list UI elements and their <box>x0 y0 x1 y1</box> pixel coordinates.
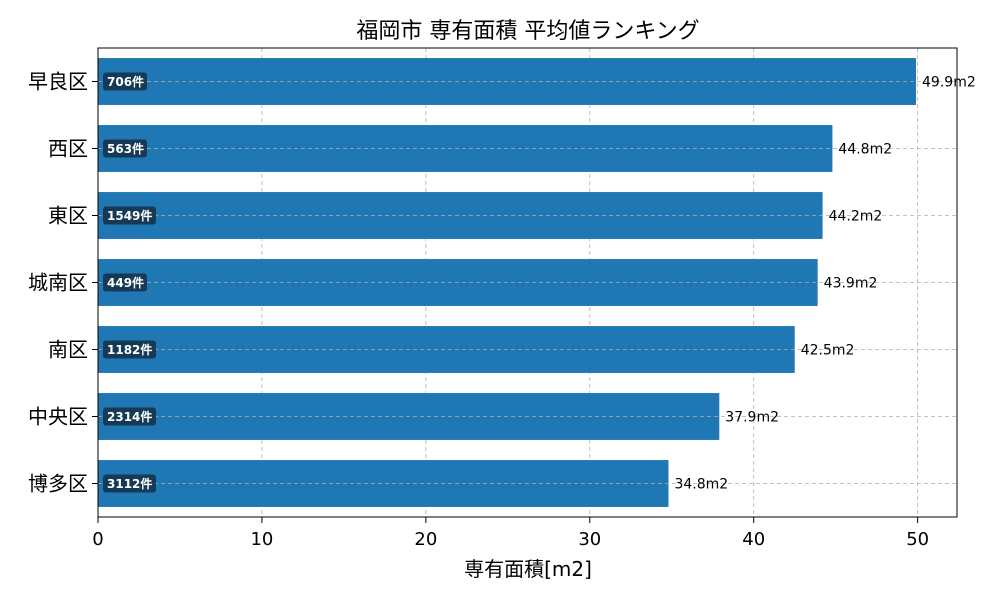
count-badge <box>103 474 156 493</box>
count-label: 1182件 <box>107 342 152 357</box>
count-label: 2314件 <box>107 409 152 424</box>
x-tick-label: 10 <box>250 529 273 550</box>
category-label: 城南区 <box>28 271 88 295</box>
category-label: 博多区 <box>28 472 88 496</box>
count-badge <box>103 206 156 225</box>
category-label: 南区 <box>48 338 88 362</box>
count-badge <box>103 407 156 426</box>
x-tick-label: 40 <box>742 529 765 550</box>
count-label: 1549件 <box>107 208 152 223</box>
plot-frame <box>97 47 958 518</box>
x-tick-label: 0 <box>92 529 103 550</box>
bar <box>98 460 669 507</box>
count-badge <box>103 340 156 359</box>
x-tick-label: 50 <box>906 529 929 550</box>
count-label: 706件 <box>107 74 144 89</box>
chart-title: 福岡市 専有面積 平均値ランキング <box>356 19 699 44</box>
count-label: 3112件 <box>107 476 152 491</box>
value-label: 49.9m2 <box>922 75 976 91</box>
category-label: 中央区 <box>28 405 88 429</box>
value-label: 43.9m2 <box>824 276 878 292</box>
value-label: 42.5m2 <box>801 343 855 359</box>
category-label: 西区 <box>48 137 88 161</box>
count-badge <box>103 139 147 158</box>
value-label: 37.9m2 <box>725 410 779 426</box>
x-tick-label: 30 <box>578 529 601 550</box>
count-label: 563件 <box>107 141 144 156</box>
category-label: 早良区 <box>28 70 88 94</box>
bar <box>98 326 795 373</box>
value-label: 34.8m2 <box>674 477 728 493</box>
x-axis-label: 専有面積[m2] <box>464 557 592 581</box>
count-badge <box>103 273 147 292</box>
value-label: 44.8m2 <box>838 142 892 158</box>
x-tick-label: 20 <box>414 529 437 550</box>
count-badge <box>103 72 147 91</box>
bar-layer: 49.9m2 706件 44.8m2 563件 44.2m2 1549件 43.9m2 449… <box>98 58 976 507</box>
count-label: 449件 <box>107 275 144 290</box>
value-label: 44.2m2 <box>829 209 883 225</box>
category-label: 東区 <box>48 204 88 228</box>
